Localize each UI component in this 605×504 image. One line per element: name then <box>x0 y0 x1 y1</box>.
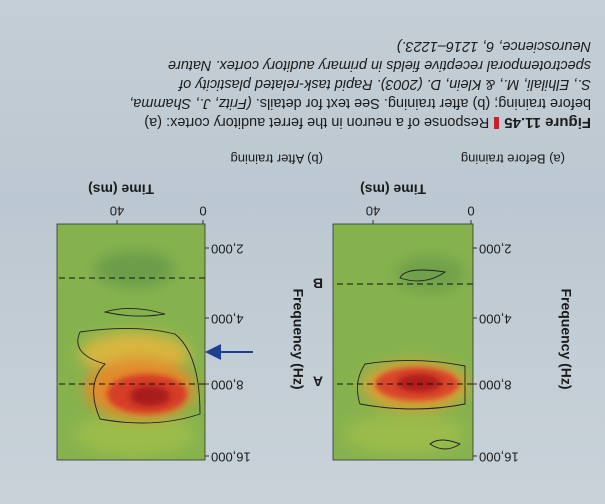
y-tick-label: 8,000 <box>479 378 512 393</box>
x-axis-title: Time (ms) <box>360 181 426 197</box>
y-tick-label: 16,000 <box>479 450 519 465</box>
y-axis-title: Frequency (Hz) <box>290 288 306 389</box>
x-tick-label: 40 <box>366 204 380 219</box>
y-tick-label: 2,000 <box>211 242 244 257</box>
panel-label: (b) After training <box>231 152 324 167</box>
x-tick-label: 40 <box>110 204 124 219</box>
caption: Figure 11.45Response of a neuron in the … <box>113 36 591 132</box>
frame-b <box>56 223 206 461</box>
marker-label: A <box>313 373 323 389</box>
y-tick-label: 8,000 <box>211 378 244 393</box>
y-tick-label: 2,000 <box>479 242 512 257</box>
heatmap-a <box>333 224 473 460</box>
marker-label: B <box>313 275 323 291</box>
figure-number: Figure 11.45 <box>504 114 591 131</box>
y-tick-label: 4,000 <box>479 312 512 327</box>
y-tick-label: 4,000 <box>211 312 244 327</box>
x-tick-label: 0 <box>199 204 206 219</box>
y-tick-label: 16,000 <box>211 450 251 465</box>
heatmap-b <box>57 224 205 460</box>
panel-label: (a) Before training <box>461 152 565 167</box>
x-tick-label: 0 <box>467 204 474 219</box>
y-axis-title: Frequency (Hz) <box>558 288 574 389</box>
x-axis-title: Time (ms) <box>88 181 154 197</box>
frame-a <box>332 223 474 461</box>
